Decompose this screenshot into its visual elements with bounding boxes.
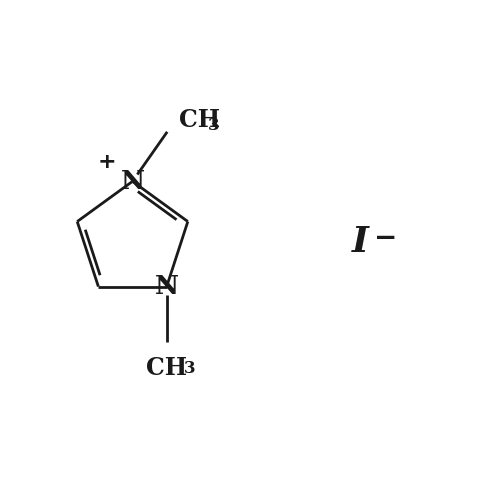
Text: 3: 3	[184, 360, 196, 377]
Text: CH: CH	[146, 356, 187, 380]
Text: +: +	[98, 152, 116, 172]
Text: N: N	[155, 274, 179, 299]
Text: I: I	[352, 225, 369, 259]
Text: 3: 3	[208, 117, 219, 134]
Text: −: −	[375, 224, 398, 252]
Text: N: N	[121, 169, 145, 194]
Text: CH: CH	[179, 108, 220, 132]
